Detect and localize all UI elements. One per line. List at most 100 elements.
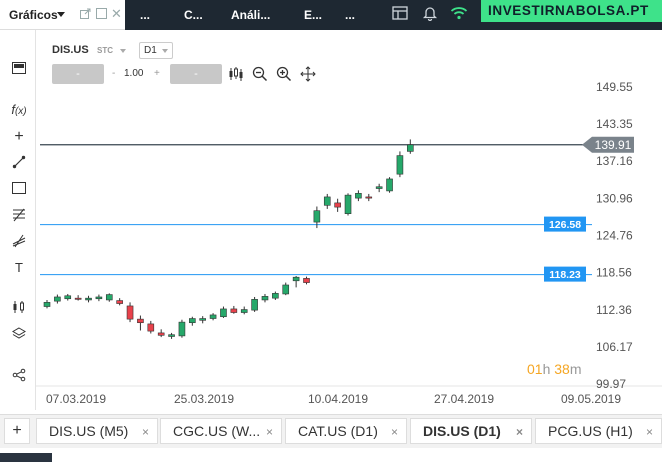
candle[interactable] bbox=[313, 210, 321, 223]
candle[interactable] bbox=[240, 309, 248, 313]
candle[interactable] bbox=[74, 297, 82, 300]
chart-tab[interactable]: CAT.US (D1) × bbox=[285, 418, 407, 444]
chart-type-icon[interactable] bbox=[8, 60, 30, 80]
candle[interactable] bbox=[230, 308, 238, 313]
candle[interactable] bbox=[334, 202, 341, 208]
y-tick-label: 143.35 bbox=[596, 117, 633, 131]
qty-plus[interactable]: + bbox=[154, 68, 160, 79]
timeframe-value: D1 bbox=[144, 45, 157, 56]
symbol-label: DIS.US bbox=[52, 44, 89, 56]
countdown-minutes-unit: m bbox=[569, 361, 582, 377]
candle[interactable] bbox=[64, 295, 72, 300]
drawing-tools-sidebar bbox=[0, 30, 36, 410]
candle[interactable] bbox=[396, 155, 404, 175]
price-level-badge[interactable] bbox=[544, 266, 586, 282]
candle[interactable] bbox=[168, 334, 175, 337]
buy-button[interactable]: - bbox=[170, 64, 222, 84]
candle[interactable] bbox=[85, 297, 92, 301]
candle[interactable] bbox=[386, 178, 393, 192]
indicators-fx-icon[interactable]: f(x) bbox=[11, 102, 27, 117]
candle[interactable] bbox=[355, 193, 362, 199]
move-crosshair-icon[interactable] bbox=[300, 66, 318, 82]
top-tab-5[interactable]: ... bbox=[345, 8, 356, 22]
timeframe-select[interactable]: D1 bbox=[139, 42, 173, 59]
candle[interactable] bbox=[199, 318, 206, 321]
y-tick-label: 130.96 bbox=[596, 191, 633, 205]
candle[interactable] bbox=[282, 284, 290, 295]
countdown-minutes: 38 bbox=[554, 361, 570, 377]
mode-label: STC bbox=[97, 46, 113, 55]
mode-chevron-icon[interactable] bbox=[120, 49, 126, 53]
close-icon[interactable]: × bbox=[141, 425, 149, 439]
crosshair-plus-icon[interactable]: + bbox=[14, 128, 24, 145]
chevron-down-icon[interactable] bbox=[57, 12, 65, 17]
close-icon[interactable]: × bbox=[390, 425, 398, 439]
candle[interactable] bbox=[95, 296, 103, 300]
chart-tab[interactable]: DIS.US (M5) × bbox=[36, 418, 158, 444]
candle[interactable] bbox=[209, 314, 217, 319]
add-tab-button[interactable]: + bbox=[4, 418, 30, 444]
zoom-out-icon[interactable] bbox=[252, 66, 270, 82]
candle[interactable] bbox=[43, 302, 51, 307]
layers-icon[interactable] bbox=[8, 325, 30, 345]
candle[interactable] bbox=[323, 196, 331, 206]
layout-icon[interactable] bbox=[392, 5, 408, 24]
bottom-strip bbox=[0, 450, 662, 462]
close-icon[interactable]: × bbox=[515, 425, 523, 439]
x-tick-label: 09.05.2019 bbox=[561, 392, 621, 406]
candle[interactable] bbox=[251, 299, 258, 311]
candle[interactable] bbox=[375, 186, 383, 189]
graficos-tab[interactable]: Gráficos ✕ bbox=[0, 0, 125, 30]
candle[interactable] bbox=[303, 278, 310, 283]
candle[interactable] bbox=[365, 196, 373, 199]
top-tab-3[interactable]: Análi... bbox=[231, 8, 271, 22]
share-icon[interactable] bbox=[8, 366, 30, 386]
text-tool-icon[interactable]: T bbox=[15, 260, 23, 275]
y-tick-label: 99.97 bbox=[596, 377, 626, 391]
candle[interactable] bbox=[178, 321, 186, 337]
candle[interactable] bbox=[220, 308, 227, 318]
candle[interactable] bbox=[105, 294, 113, 301]
sell-button[interactable]: - bbox=[52, 64, 104, 84]
close-icon[interactable]: × bbox=[265, 425, 273, 439]
candle[interactable] bbox=[292, 276, 300, 282]
candle[interactable] bbox=[137, 318, 144, 324]
popout-icon[interactable] bbox=[80, 8, 91, 22]
quantity-stepper[interactable]: - 1.00 + bbox=[110, 64, 166, 84]
price-level-badge[interactable] bbox=[544, 216, 586, 232]
top-tab-2[interactable]: C... bbox=[184, 8, 203, 22]
top-tab-4[interactable]: E... bbox=[304, 8, 323, 22]
candle[interactable] bbox=[116, 300, 123, 304]
zoom-in-icon[interactable] bbox=[276, 66, 294, 82]
pitchfork-icon[interactable] bbox=[8, 232, 30, 252]
candle[interactable] bbox=[261, 296, 269, 301]
trendline-icon[interactable] bbox=[8, 153, 30, 173]
candle[interactable] bbox=[126, 305, 134, 320]
qty-value[interactable]: 1.00 bbox=[124, 68, 144, 79]
candles-settings-icon[interactable] bbox=[8, 298, 30, 318]
bell-icon[interactable] bbox=[422, 5, 438, 24]
candle[interactable] bbox=[147, 323, 155, 332]
chart-style-candles-icon[interactable] bbox=[228, 66, 246, 82]
chart-tab-label: DIS.US (D1) bbox=[423, 423, 501, 439]
fibonacci-icon[interactable] bbox=[8, 206, 30, 226]
qty-minus[interactable]: - bbox=[112, 68, 116, 79]
price-chart[interactable]: 149.55 143.35 137.16 130.96 124.76 118.56 112.… bbox=[36, 30, 662, 410]
rectangle-tool-icon[interactable] bbox=[8, 180, 30, 200]
close-icon[interactable]: ✕ bbox=[111, 6, 122, 21]
chart-tab[interactable]: PCG.US (H1) × bbox=[535, 418, 662, 444]
chart-tab-active[interactable]: DIS.US (D1) × bbox=[410, 418, 532, 444]
candle[interactable] bbox=[406, 144, 414, 152]
chart-tab[interactable]: CGC.US (W... × bbox=[160, 418, 282, 444]
candle[interactable] bbox=[54, 296, 61, 302]
candle[interactable] bbox=[272, 293, 279, 299]
candle[interactable] bbox=[157, 332, 165, 336]
top-tab-1[interactable]: ... bbox=[140, 8, 151, 22]
close-icon[interactable]: × bbox=[645, 425, 653, 439]
maximize-icon[interactable] bbox=[96, 8, 107, 22]
current-price-label: 139.91 bbox=[595, 138, 632, 152]
candle[interactable] bbox=[189, 318, 196, 324]
candle[interactable] bbox=[344, 194, 352, 214]
chart-tab-label: CAT.US (D1) bbox=[298, 423, 378, 439]
x-tick-label: 07.03.2019 bbox=[46, 392, 106, 406]
